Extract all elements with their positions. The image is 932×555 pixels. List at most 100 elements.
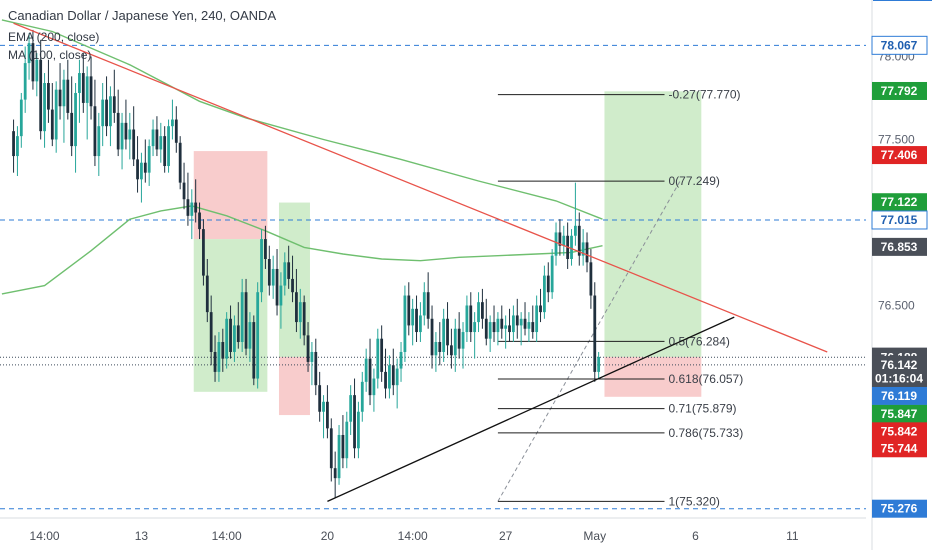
candle-body-24 (105, 99, 108, 127)
candle-body-120 (477, 302, 480, 323)
x-tick-label-1: 13 (135, 529, 149, 543)
price-badge-label-11: 75.847 (881, 407, 918, 421)
candle-body-78 (314, 351, 318, 386)
candle-body-92 (368, 358, 372, 396)
candle-body-28 (120, 122, 124, 150)
price-badge-1: 77.792 (872, 81, 927, 100)
candle-body-75 (302, 302, 306, 336)
candle-body-119 (473, 322, 477, 333)
candle-body-140 (554, 232, 558, 256)
candle-body-94 (376, 338, 380, 379)
candle-body-146 (577, 225, 581, 256)
y-tick-label-2: 76.500 (878, 298, 915, 312)
price-badge-bg-0 (871, 35, 928, 55)
price-badge-bg-14 (872, 499, 927, 518)
price-badge-bg-3 (872, 193, 927, 212)
candle-body-23 (101, 99, 105, 127)
fibonacci-retracement[interactable]: -0.27(77.770) 0(77.249) 0.5(76.284) 0.618(7… (497, 88, 743, 509)
ma-100-line (1, 205, 603, 295)
candle-body-124 (492, 322, 496, 333)
candle-body-19 (85, 76, 89, 103)
candle-body-6 (35, 59, 39, 82)
candle-body-64 (260, 239, 263, 293)
x-axis[interactable]: 14:00 13 14:00 20 14:00 27 May 6 11 (0, 517, 866, 543)
candle-body-69 (279, 285, 283, 306)
candle-body-70 (283, 262, 287, 286)
candle-body-51 (209, 312, 213, 352)
candle-body-115 (457, 328, 461, 349)
x-tick-label-5: 27 (499, 529, 513, 543)
candle-body-37 (155, 129, 159, 150)
candle-body-81 (326, 401, 329, 429)
candle-body-25 (109, 96, 112, 127)
candle-body-130 (515, 315, 519, 326)
indicator-ema-label[interactable]: EMA (200, close) (8, 30, 100, 44)
candle-body-108 (430, 318, 434, 356)
candle-body-129 (512, 315, 515, 333)
candle-body-76 (306, 335, 310, 362)
indicator-ma-label[interactable]: MA (100, close) (8, 48, 92, 62)
candle-body-135 (535, 305, 539, 333)
price-badge-label-4: 77.015 (881, 213, 918, 227)
candle-body-45 (186, 199, 190, 216)
candle-body-49 (202, 229, 205, 276)
candle-body-136 (539, 305, 542, 313)
price-badge-3: 77.122 (872, 193, 927, 212)
stop-zone-5 (604, 356, 702, 397)
candle-body-41 (171, 119, 174, 127)
price-badge-label-2: 77.406 (881, 148, 918, 162)
candle-body-14 (66, 79, 70, 113)
y-tick-label-1: 77.500 (878, 132, 915, 146)
candle-body-59 (240, 292, 244, 343)
candle-body-85 (341, 434, 345, 459)
candle-body-150 (593, 295, 597, 372)
price-badge-5: 76.853 (872, 237, 927, 256)
candle-body-38 (159, 136, 163, 150)
candle-body-96 (384, 371, 387, 389)
price-badge-0: 78.067 (871, 35, 928, 55)
candle-body-144 (570, 235, 573, 259)
candle-body-68 (275, 268, 279, 306)
x-tick-label-6: May (583, 529, 606, 543)
price-badge-bg-11 (872, 404, 927, 423)
candle-body-11 (54, 89, 58, 140)
candle-body-39 (163, 136, 167, 167)
horizontal-levels (0, 44, 866, 510)
candle-body-50 (205, 275, 209, 313)
candle-body-10 (50, 109, 54, 140)
candle-body-20 (89, 76, 93, 107)
candle-body-97 (388, 365, 391, 389)
candle-body-80 (322, 401, 325, 412)
candle-body-48 (198, 212, 201, 230)
candle-body-113 (450, 345, 453, 356)
price-badge-14: 75.276 (872, 499, 927, 518)
candle-body-151 (597, 356, 601, 372)
trendlines[interactable] (13, 22, 828, 502)
symbol-title[interactable]: Canadian Dollar / Japanese Yen, 240, OAN… (8, 8, 277, 23)
candle-body-36 (151, 129, 155, 147)
candle-body-18 (81, 73, 85, 103)
candle-body-73 (295, 292, 298, 323)
ema-200-line (1, 19, 603, 220)
x-tick-label-2: 14:00 (212, 529, 242, 543)
candle-body-4 (27, 43, 31, 64)
price-badge-12: 75.842 (872, 422, 927, 441)
candle-body-52 (213, 351, 217, 372)
candle-body-2 (19, 99, 23, 137)
position-zones (193, 91, 702, 416)
candle-body-53 (217, 342, 221, 372)
candle-body-1 (16, 136, 19, 157)
candle-body-111 (442, 318, 446, 352)
candle-body-127 (504, 325, 508, 329)
y-axis[interactable]: 78.00077.50076.50075.80078.06777.79277.4… (871, 0, 932, 550)
candle-body-132 (523, 318, 527, 329)
price-badge-label-9: 01:16:04 (875, 372, 923, 386)
candle-body-74 (298, 302, 302, 323)
candle-body-17 (78, 73, 81, 93)
candle-body-117 (465, 305, 469, 333)
candle-body-89 (357, 411, 360, 449)
price-badge-bg-9 (872, 369, 927, 388)
